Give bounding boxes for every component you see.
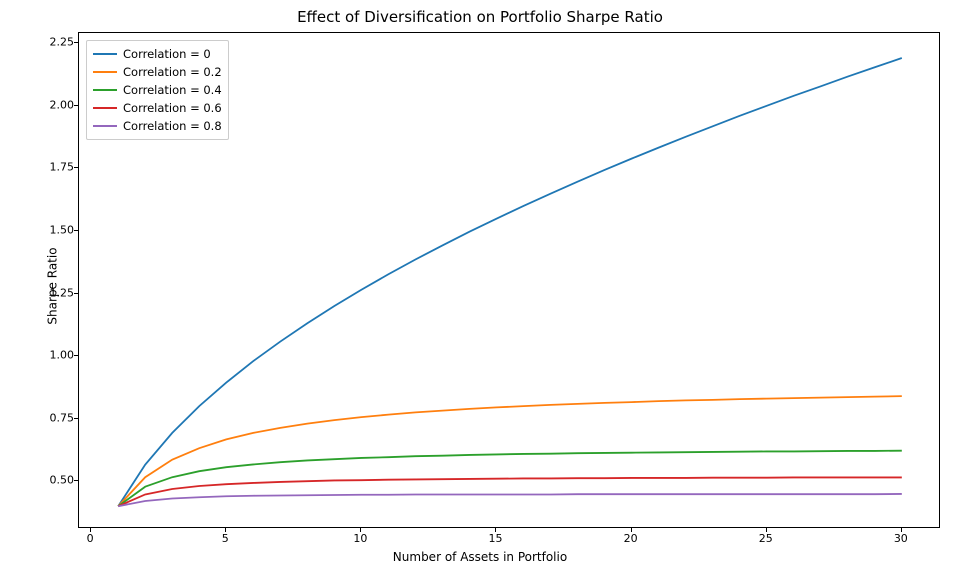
y-tick [74, 167, 78, 168]
legend-label: Correlation = 0.4 [123, 83, 222, 97]
chart-title: Effect of Diversification on Portfolio S… [0, 8, 960, 26]
x-tick [225, 528, 226, 532]
y-tick-label: 1.25 [14, 286, 74, 299]
x-tick [766, 528, 767, 532]
x-tick-label: 30 [894, 532, 908, 545]
y-tick [74, 230, 78, 231]
x-tick-label: 5 [222, 532, 229, 545]
y-tick [74, 293, 78, 294]
y-tick-label: 0.75 [14, 411, 74, 424]
legend-label: Correlation = 0.8 [123, 119, 222, 133]
legend-swatch [93, 89, 117, 91]
y-tick-label: 2.25 [14, 36, 74, 49]
x-tick [901, 528, 902, 532]
legend-item: Correlation = 0 [93, 45, 222, 63]
legend-item: Correlation = 0.8 [93, 117, 222, 135]
sharpe-ratio-chart: Effect of Diversification on Portfolio S… [0, 0, 960, 572]
y-tick [74, 418, 78, 419]
legend-item: Correlation = 0.4 [93, 81, 222, 99]
y-tick [74, 480, 78, 481]
y-tick-label: 1.75 [14, 161, 74, 174]
x-tick [495, 528, 496, 532]
legend-swatch [93, 107, 117, 109]
legend: Correlation = 0 Correlation = 0.2 Correlat… [86, 40, 229, 140]
x-axis-label: Number of Assets in Portfolio [0, 550, 960, 564]
y-tick-label: 2.00 [14, 98, 74, 111]
x-tick-label: 0 [87, 532, 94, 545]
y-tick [74, 42, 78, 43]
series-line [118, 494, 902, 506]
y-tick-label: 0.50 [14, 474, 74, 487]
legend-item: Correlation = 0.6 [93, 99, 222, 117]
x-tick-label: 15 [488, 532, 502, 545]
series-line [118, 477, 902, 506]
y-tick [74, 355, 78, 356]
x-tick [90, 528, 91, 532]
legend-swatch [93, 71, 117, 73]
x-tick-label: 10 [353, 532, 367, 545]
x-tick [631, 528, 632, 532]
legend-swatch [93, 53, 117, 55]
x-tick-label: 20 [624, 532, 638, 545]
legend-item: Correlation = 0.2 [93, 63, 222, 81]
y-tick-label: 1.00 [14, 349, 74, 362]
legend-label: Correlation = 0 [123, 47, 211, 61]
legend-swatch [93, 125, 117, 127]
x-tick [360, 528, 361, 532]
legend-label: Correlation = 0.2 [123, 65, 222, 79]
x-tick-label: 25 [759, 532, 773, 545]
y-tick [74, 105, 78, 106]
legend-label: Correlation = 0.6 [123, 101, 222, 115]
series-line [118, 58, 902, 506]
y-tick-label: 1.50 [14, 223, 74, 236]
